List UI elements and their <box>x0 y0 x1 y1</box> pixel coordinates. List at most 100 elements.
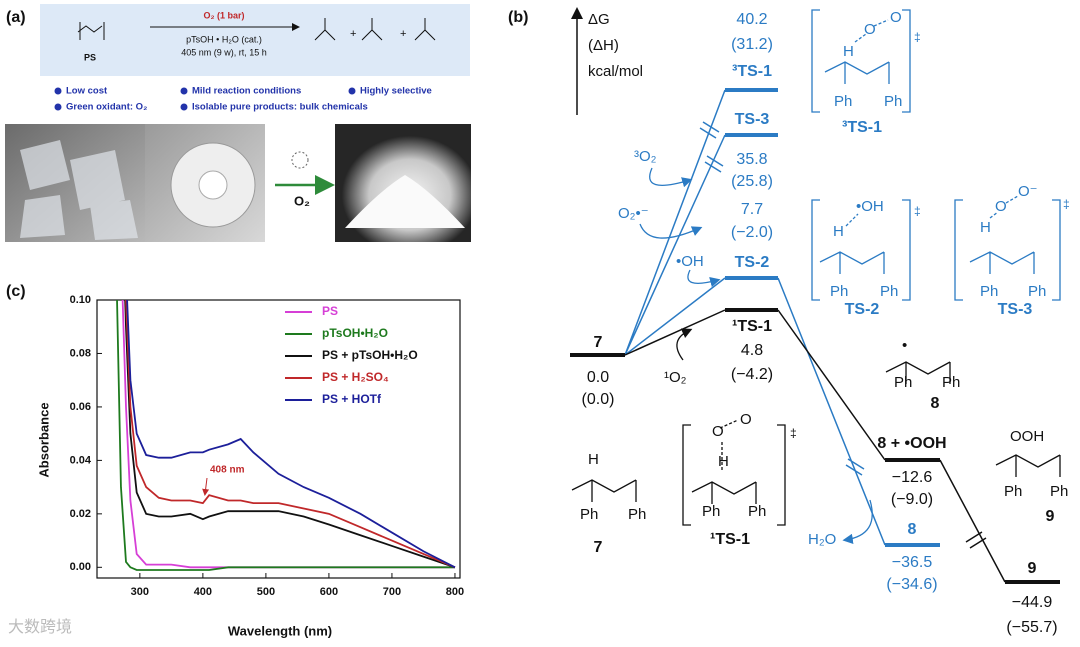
pathway-line <box>624 89 886 546</box>
level-dh: (−34.6) <box>886 576 937 593</box>
atom: Ph <box>1050 483 1068 500</box>
curved-arrow <box>639 223 703 239</box>
atom: Ph <box>702 503 720 520</box>
level-dg: 40.2 <box>736 11 767 28</box>
panel-label: (a) <box>6 9 26 26</box>
x-tick-label: 500 <box>257 586 275 598</box>
legend-label: PS <box>322 304 338 318</box>
dagger: ‡ <box>914 204 921 218</box>
atom: Ph <box>580 506 598 523</box>
structure-label: 7 <box>594 539 603 556</box>
level-dh: (−55.7) <box>1006 619 1057 636</box>
level-name: 9 <box>1028 560 1037 577</box>
legend-label: pTsOH•H₂O <box>322 326 388 340</box>
atom: O <box>864 21 876 38</box>
bullet: Isolable pure products: bulk chemicals <box>192 102 368 113</box>
level-dg: −36.5 <box>892 554 933 571</box>
skeleton-bond <box>819 251 885 274</box>
photo-detail <box>345 175 465 228</box>
axis-label: ΔG <box>588 11 610 28</box>
atom: O⁻ <box>1018 183 1038 200</box>
plus: + <box>350 28 356 40</box>
x-tick-label: 800 <box>446 586 464 598</box>
atom: O <box>890 9 902 26</box>
atom: OOH <box>1010 428 1044 445</box>
curved-arrow <box>649 167 693 188</box>
light-icon <box>291 151 309 169</box>
level-dg: 35.8 <box>736 151 767 168</box>
bracket <box>682 424 786 526</box>
plus: + <box>400 28 406 40</box>
annotation-arrow <box>202 477 210 496</box>
atom: Ph <box>880 283 898 300</box>
y-tick-label: 0.06 <box>70 401 91 413</box>
level-dg: 0.0 <box>587 369 609 386</box>
series-line <box>124 300 456 569</box>
level-name: ³TS-1 <box>732 63 772 80</box>
bullet: Highly selective <box>360 86 432 97</box>
pathway-line <box>624 309 1006 583</box>
level-dh: (31.2) <box>731 36 773 53</box>
structure-label: ³TS-1 <box>842 119 882 136</box>
bullet-dot <box>180 103 188 111</box>
dagger: ‡ <box>790 426 797 440</box>
x-tick-label: 700 <box>383 586 401 598</box>
panel-label: (b) <box>508 9 528 26</box>
level-name: TS-2 <box>735 254 770 271</box>
series-line <box>116 300 455 571</box>
skeleton-bond <box>969 251 1035 274</box>
level-dh: (−2.0) <box>731 224 773 241</box>
photo-detail <box>20 140 138 240</box>
dashed-bond <box>845 213 859 227</box>
structure-label: TS-3 <box>998 301 1033 318</box>
annotation: 408 nm <box>210 465 245 476</box>
atom: •OH <box>856 198 884 215</box>
photo-detail <box>198 170 228 200</box>
skeleton-bond <box>571 479 637 502</box>
atom: Ph <box>894 374 912 391</box>
curved-arrow <box>687 269 721 288</box>
arrow-label: O₂ <box>294 193 310 208</box>
dashed-bond <box>854 19 889 43</box>
x-tick-label: 600 <box>320 586 338 598</box>
skeleton-bond <box>885 361 951 384</box>
skeleton-bond <box>995 454 1061 477</box>
structure-label: 8 <box>931 395 940 412</box>
y-axis-label: Absorbance <box>36 402 51 477</box>
atom: H <box>833 223 844 240</box>
level-name: 8 <box>908 521 917 538</box>
dashed-bond <box>989 195 1019 219</box>
atom: O <box>995 198 1007 215</box>
panel-label: (c) <box>6 283 26 300</box>
reactant-label: PS <box>84 52 96 62</box>
level-name: TS-3 <box>735 111 770 128</box>
y-tick-label: 0.02 <box>70 508 91 520</box>
x-tick-label: 300 <box>131 586 149 598</box>
atom: Ph <box>1004 483 1022 500</box>
bullet: Mild reaction conditions <box>192 86 301 97</box>
level-dg: −12.6 <box>892 469 933 486</box>
atom: H <box>980 219 991 236</box>
break-mark <box>699 121 865 476</box>
dagger: ‡ <box>1063 197 1070 211</box>
break-mark <box>965 531 987 549</box>
y-tick-label: 0.10 <box>70 294 91 306</box>
atom: H <box>843 43 854 60</box>
atom: Ph <box>830 283 848 300</box>
atom: H <box>588 451 599 468</box>
bullet-dot <box>348 87 356 95</box>
species: O₂•⁻ <box>618 205 649 222</box>
curved-arrow <box>676 328 693 361</box>
atom: O <box>740 411 752 428</box>
atom: Ph <box>748 503 766 520</box>
y-tick-label: 0.08 <box>70 347 91 359</box>
scheme-box <box>40 4 470 76</box>
level-dg: 7.7 <box>741 201 763 218</box>
level-dg: 4.8 <box>741 342 763 359</box>
bullet: Green oxidant: O₂ <box>66 102 147 113</box>
species: H₂O <box>808 531 836 548</box>
atom: Ph <box>628 506 646 523</box>
polymer-bond <box>77 25 103 33</box>
level-name: 7 <box>594 334 603 351</box>
atom: H <box>718 453 729 470</box>
